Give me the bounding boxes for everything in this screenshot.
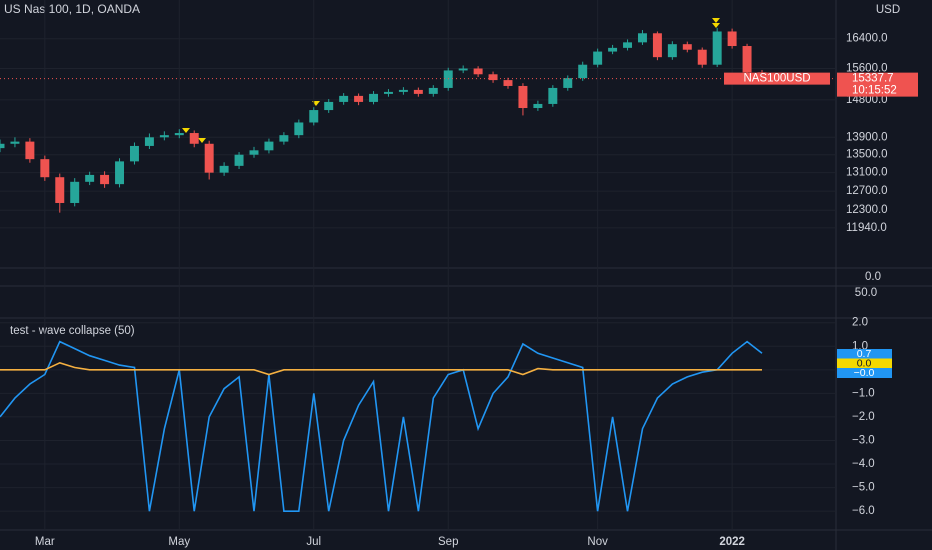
symbol-tag-box xyxy=(724,72,830,85)
y-tick-label: −3.0 xyxy=(852,435,875,447)
candle-body xyxy=(234,154,244,166)
y-tick-label: 2.0 xyxy=(852,317,868,329)
candle-body xyxy=(144,137,154,146)
y-tick-label: −2.0 xyxy=(852,411,875,423)
candle-body xyxy=(249,150,259,155)
candle-body xyxy=(488,74,498,81)
indicator-line xyxy=(0,361,762,376)
y-tick-label: −1.0 xyxy=(852,387,875,399)
symbol-title: US Nas 100, 1D, OANDA xyxy=(4,2,140,16)
y-tick-label: 13900.0 xyxy=(846,131,888,143)
y-tick-label: 12700.0 xyxy=(846,185,888,197)
countdown-label: 10:15:52 xyxy=(852,85,897,97)
last-value-box xyxy=(837,358,892,369)
last-value-label: −0.0 xyxy=(854,367,875,379)
candle-body xyxy=(159,135,169,138)
x-tick-label: Jul xyxy=(306,536,321,548)
candle-body xyxy=(85,174,95,182)
candle-body xyxy=(413,89,423,94)
candle-body xyxy=(578,64,588,79)
candle-body xyxy=(10,141,20,144)
last-price-label: 15337.7 xyxy=(852,73,894,85)
candle-body xyxy=(593,51,603,65)
candle-body xyxy=(204,143,214,173)
candle-body xyxy=(25,141,35,160)
last-value-box xyxy=(837,368,892,378)
x-tick-label: Nov xyxy=(587,536,608,548)
candle-body xyxy=(294,122,304,136)
y-tick-label: 16400.0 xyxy=(846,33,888,45)
candle-body xyxy=(369,93,379,102)
candle-body xyxy=(548,87,558,104)
pane-scale-label: 50.0 xyxy=(855,287,877,299)
y-tick-label: 15600.0 xyxy=(846,63,888,75)
last-value-label: 0.7 xyxy=(857,348,872,360)
candle-body xyxy=(129,145,139,162)
candle-body xyxy=(174,133,184,136)
candle-body xyxy=(0,143,5,149)
x-tick-label: May xyxy=(168,536,190,548)
y-tick-label: 13500.0 xyxy=(846,149,888,161)
x-tick-label: Mar xyxy=(35,536,55,548)
y-tick-label: 13100.0 xyxy=(846,167,888,179)
candle-body xyxy=(309,110,319,123)
candle-body xyxy=(189,133,199,144)
candle-body xyxy=(40,159,50,178)
candle-body xyxy=(115,161,125,185)
candle-body xyxy=(652,33,662,58)
candle-body xyxy=(608,47,618,52)
candle-body xyxy=(219,165,229,173)
candle-body xyxy=(623,42,633,48)
symbol-tag: NAS100USD xyxy=(743,73,810,85)
last-price-box xyxy=(837,72,918,97)
pane-scale-label: 0.0 xyxy=(865,271,881,283)
candle-body xyxy=(727,31,737,47)
candle-body xyxy=(339,95,349,102)
y-tick-label: 14800.0 xyxy=(846,94,888,106)
candle-body xyxy=(712,31,722,65)
y-tick-label: −5.0 xyxy=(852,482,875,494)
candle-body xyxy=(503,80,513,86)
candle-body xyxy=(563,78,573,88)
candle-body xyxy=(324,101,334,111)
candle-body xyxy=(100,174,110,185)
candle-body xyxy=(55,177,65,203)
candle-body xyxy=(518,85,528,109)
y-tick-label: 12300.0 xyxy=(846,204,888,216)
candle-body xyxy=(354,95,364,102)
candle-body xyxy=(682,44,692,50)
candle-body xyxy=(742,46,752,73)
candle-body xyxy=(473,68,483,75)
y-tick-label: 11940.0 xyxy=(846,222,887,234)
y-tick-label: −6.0 xyxy=(852,505,875,517)
candle-body xyxy=(458,68,468,71)
candle-body xyxy=(264,141,274,151)
candle-body xyxy=(533,103,543,109)
indicator-title: test - wave collapse (50) xyxy=(10,325,135,337)
candle-body xyxy=(667,44,677,58)
last-value-label: 0.0 xyxy=(857,357,872,369)
candle-body xyxy=(70,181,80,203)
y-tick-label: −4.0 xyxy=(852,458,875,470)
candle-body xyxy=(697,49,707,65)
indicator-line xyxy=(0,340,763,512)
last-value-box xyxy=(837,349,892,359)
candle-body xyxy=(383,91,393,94)
candle-body xyxy=(428,87,438,94)
x-tick-label: 2022 xyxy=(719,536,745,548)
candle-body xyxy=(279,135,289,142)
candle-body xyxy=(637,33,647,43)
x-tick-label: Sep xyxy=(438,536,458,548)
candle-body xyxy=(443,70,453,88)
y-axis-label: USD xyxy=(876,4,900,16)
candle-body xyxy=(398,89,408,92)
